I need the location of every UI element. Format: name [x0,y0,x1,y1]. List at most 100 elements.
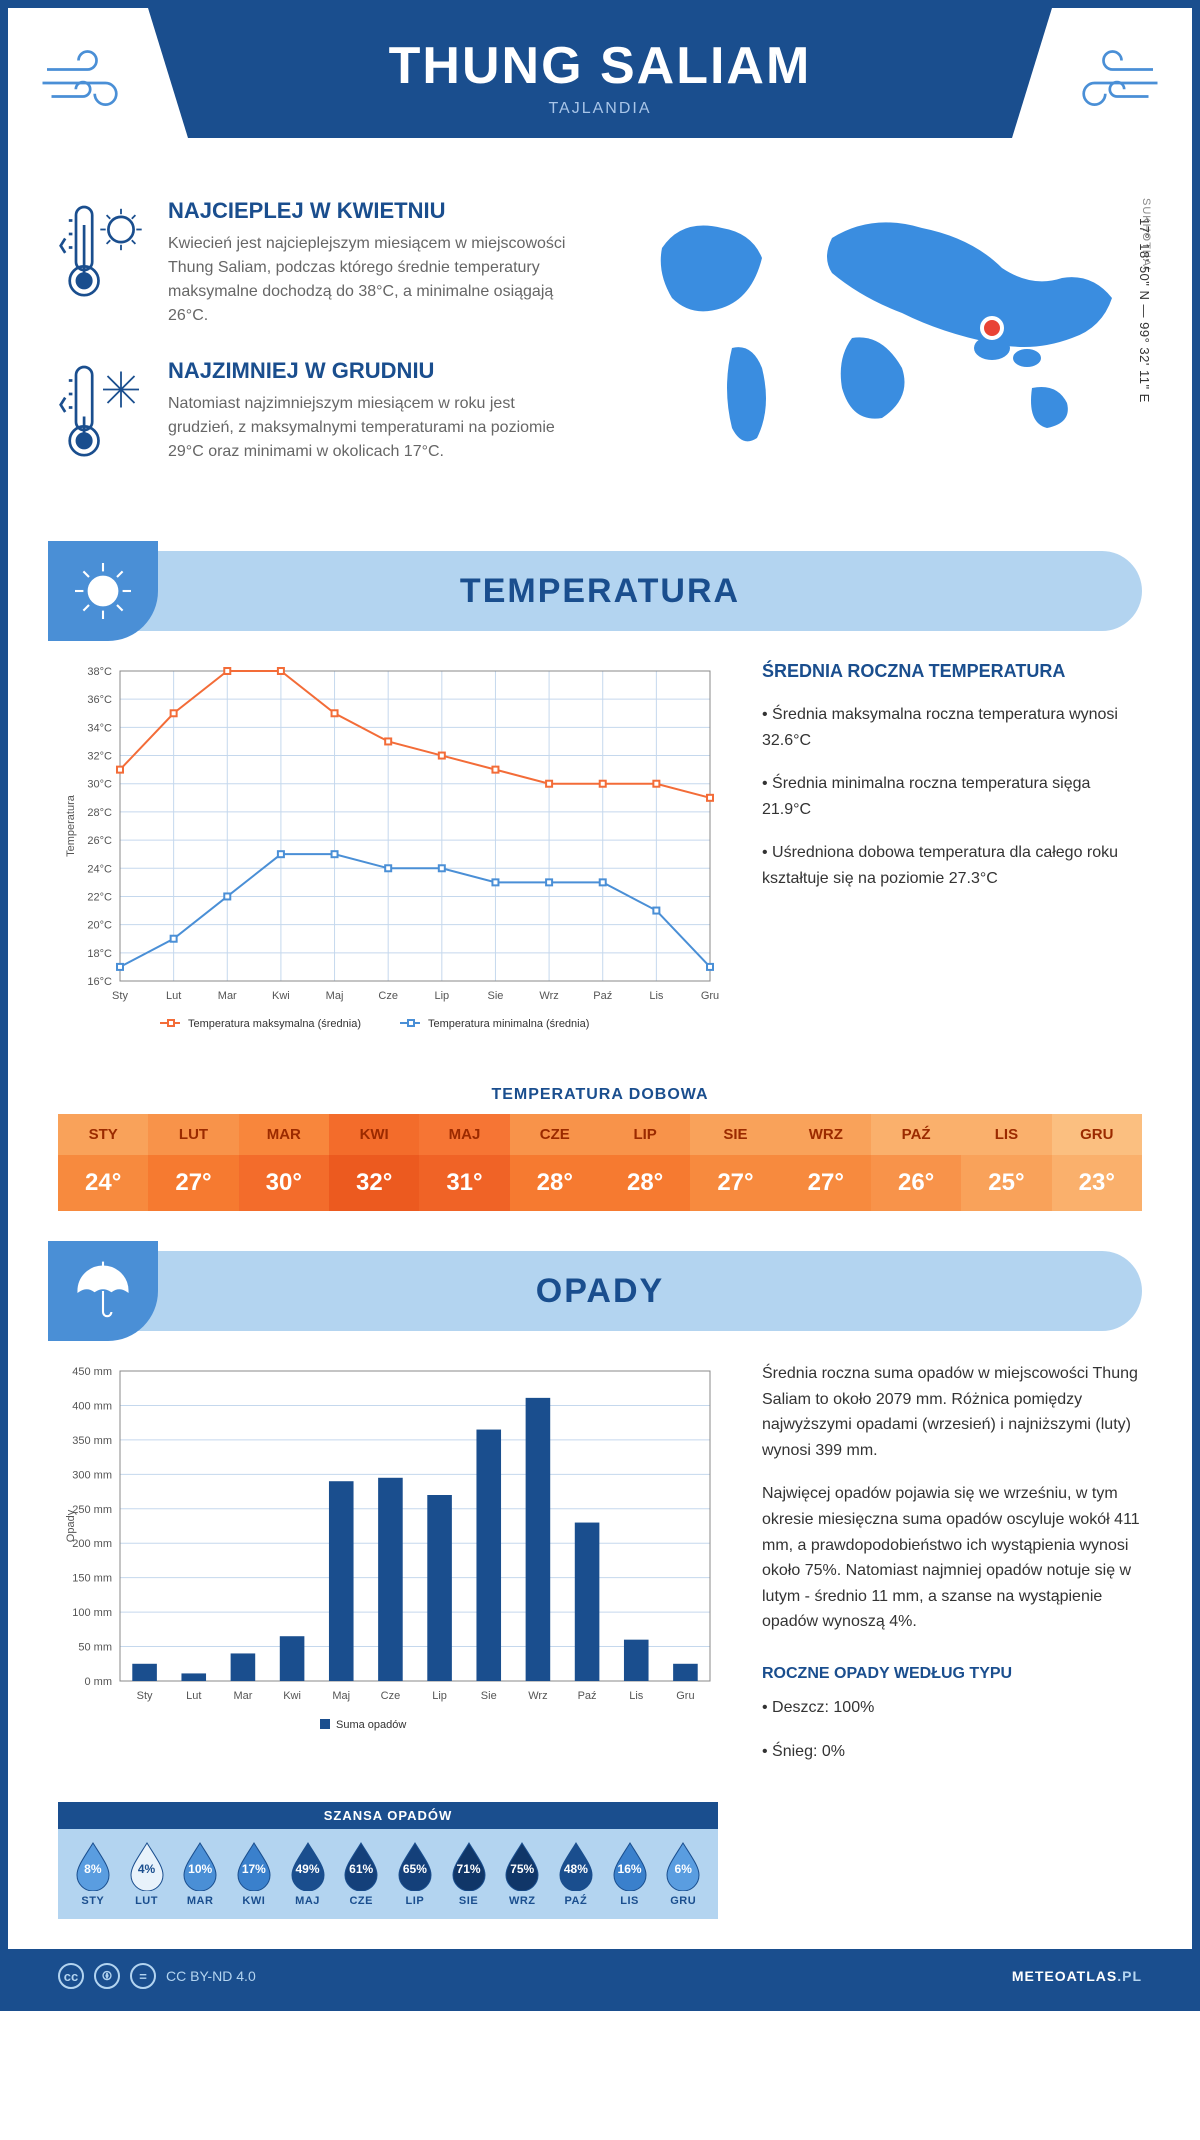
wind-icon [38,38,128,132]
svg-text:50 mm: 50 mm [78,1642,112,1654]
precip-type-bullet: • Deszcz: 100% [762,1695,1142,1721]
avg-temp-bullet: • Średnia minimalna roczna temperatura s… [762,771,1142,822]
svg-text:22°C: 22°C [87,891,112,903]
svg-text:Temperatura maksymalna (średni: Temperatura maksymalna (średnia) [188,1018,361,1030]
footer: cc 🅯 = CC BY-ND 4.0 METEOATLAS.PL [8,1949,1192,2003]
license-text: CC BY-ND 4.0 [166,1968,256,1984]
svg-text:Sie: Sie [488,990,504,1002]
avg-temp-bullet: • Uśredniona dobowa temperatura dla całe… [762,840,1142,891]
rain-chance-item: 8%STY [66,1841,120,1907]
svg-text:Opady: Opady [65,1509,77,1542]
svg-text:36°C: 36°C [87,694,112,706]
section-title: OPADY [536,1272,664,1311]
svg-text:Lut: Lut [186,1690,201,1702]
coldest-title: NAJZIMNIEJ W GRUDNIU [168,358,582,384]
precip-text: Średnia roczna suma opadów w miejscowośc… [762,1361,1142,1463]
svg-text:Wrz: Wrz [528,1690,547,1702]
svg-text:30°C: 30°C [87,779,112,791]
svg-text:100 mm: 100 mm [72,1607,112,1619]
wind-icon [1072,38,1162,132]
svg-text:16°C: 16°C [87,976,112,988]
precip-type-title: ROCZNE OPADY WEDŁUG TYPU [762,1665,1142,1683]
svg-text:0 mm: 0 mm [85,1676,113,1688]
svg-text:Lut: Lut [166,990,181,1002]
rain-chance-item: 16%LIS [603,1841,657,1907]
warmest-block: NAJCIEPLEJ W KWIETNIU Kwiecień jest najc… [58,198,582,328]
svg-text:Sty: Sty [112,990,128,1002]
precipitation-info: Średnia roczna suma opadów w miejscowośc… [762,1361,1142,1782]
rain-chance-item: 4%LUT [120,1841,174,1907]
avg-temp-bullet: • Średnia maksymalna roczna temperatura … [762,702,1142,753]
svg-text:Sty: Sty [137,1690,153,1702]
svg-text:150 mm: 150 mm [72,1573,112,1585]
rain-chance-item: 75%WRZ [495,1841,549,1907]
rain-chance-item: 48%PAŹ [549,1841,603,1907]
svg-text:Suma opadów: Suma opadów [336,1719,406,1731]
by-icon: 🅯 [94,1963,120,1989]
rain-chance-item: 49%MAJ [281,1841,335,1907]
map-panel: SUKHOTHAI 17° 18' 50" N — 99° 32' 11" E [622,198,1142,501]
intro-section: NAJCIEPLEJ W KWIETNIU Kwiecień jest najc… [8,178,1192,531]
svg-text:Kwi: Kwi [283,1690,301,1702]
warmest-title: NAJCIEPLEJ W KWIETNIU [168,198,582,224]
svg-text:450 mm: 450 mm [72,1366,112,1378]
rain-chance-item: 10%MAR [173,1841,227,1907]
svg-text:Gru: Gru [676,1690,694,1702]
rain-chance-item: 6%GRU [656,1841,710,1907]
header: THUNG SALIAM TAJLANDIA [8,8,1192,178]
rain-chance-item: 61%CZE [334,1841,388,1907]
rain-chance-item: 65%LIP [388,1841,442,1907]
avg-temp-title: ŚREDNIA ROCZNA TEMPERATURA [762,661,1142,682]
svg-text:400 mm: 400 mm [72,1400,112,1412]
sun-icon [48,541,158,641]
svg-text:Cze: Cze [378,990,398,1002]
svg-text:18°C: 18°C [87,948,112,960]
svg-text:250 mm: 250 mm [72,1504,112,1516]
svg-text:200 mm: 200 mm [72,1538,112,1550]
coldest-text: Natomiast najzimniejszym miesiącem w rok… [168,392,582,464]
svg-text:Gru: Gru [701,990,719,1002]
cc-icon: cc [58,1963,84,1989]
svg-text:20°C: 20°C [87,920,112,932]
temperature-header: TEMPERATURA [58,551,1142,631]
warmest-text: Kwiecień jest najcieplejszym miesiącem w… [168,232,582,328]
svg-text:Wrz: Wrz [539,990,558,1002]
precip-type-bullet: • Śnieg: 0% [762,1739,1142,1765]
daily-temp-table: STY24°LUT27°MAR30°KWI32°MAJ31°CZE28°LIP2… [58,1114,1142,1211]
svg-text:32°C: 32°C [87,751,112,763]
svg-text:Lis: Lis [649,990,664,1002]
svg-text:26°C: 26°C [87,835,112,847]
svg-text:24°C: 24°C [87,863,112,875]
svg-text:38°C: 38°C [87,666,112,678]
rain-chance-item: 17%KWI [227,1841,281,1907]
rain-chance-item: 71%SIE [442,1841,496,1907]
coordinates: 17° 18' 50" N — 99° 32' 11" E [1137,218,1152,403]
svg-text:Lip: Lip [434,990,449,1002]
location-marker [982,318,1002,338]
page-subtitle: TAJLANDIA [188,100,1012,118]
precipitation-chart: 0 mm 50 mm 100 mm 150 mm 200 mm 250 mm 300 mm 3… [58,1361,722,1782]
rain-chance-box: SZANSA OPADÓW 8%STY4%LUT10%MAR17%KWI49%M… [58,1802,718,1919]
svg-text:300 mm: 300 mm [72,1469,112,1481]
world-map [622,198,1142,458]
precip-text: Najwięcej opadów pojawia się we wrześniu… [762,1481,1142,1635]
page-title: THUNG SALIAM [188,36,1012,96]
svg-text:Lis: Lis [629,1690,644,1702]
site-brand: METEOATLAS.PL [1012,1968,1142,1984]
svg-text:Sie: Sie [481,1690,497,1702]
svg-text:28°C: 28°C [87,807,112,819]
svg-text:Temperatura: Temperatura [65,794,77,857]
title-banner: THUNG SALIAM TAJLANDIA [188,8,1012,138]
svg-text:Paź: Paź [593,990,612,1002]
umbrella-icon [48,1241,158,1341]
section-title: TEMPERATURA [460,572,740,611]
svg-text:34°C: 34°C [87,722,112,734]
precipitation-header: OPADY [58,1251,1142,1331]
svg-text:Lip: Lip [432,1690,447,1702]
svg-text:Mar: Mar [218,990,237,1002]
svg-text:Maj: Maj [326,990,344,1002]
svg-text:Cze: Cze [381,1690,401,1702]
thermometer-sun-icon [58,198,148,328]
svg-text:350 mm: 350 mm [72,1435,112,1447]
rain-chance-title: SZANSA OPADÓW [58,1802,718,1829]
